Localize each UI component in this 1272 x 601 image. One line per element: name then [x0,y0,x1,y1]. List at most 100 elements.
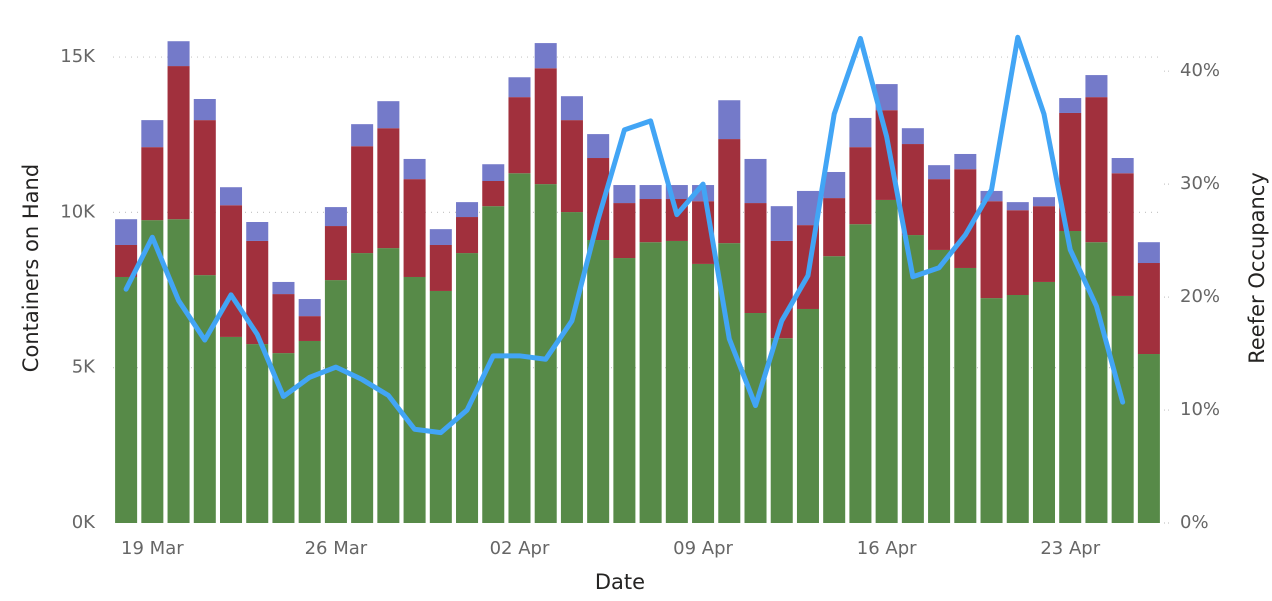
bar-segment [639,242,662,523]
bar-segment [219,336,243,523]
bar-segment [796,190,819,226]
bar-segment [508,97,531,174]
bar-segment [1137,242,1160,264]
bar-segment [167,41,190,67]
bar-segment [456,253,479,523]
bar-segment [613,258,636,523]
bar-segment [193,98,216,121]
bar-segment [587,240,610,523]
bar-segment [219,205,243,337]
bar-segment [1059,98,1082,113]
bar-segment [692,263,715,523]
y2-tick-label: 30% [1180,173,1220,194]
bar-segment [456,202,479,218]
bar-segment [849,224,872,523]
bar-segment [246,240,269,345]
bar-segment [429,244,452,291]
y-tick-label: 10K [60,201,96,222]
x-tick-label: 09 Apr [673,538,733,559]
bar-segment [351,253,374,523]
bar-segment [351,146,374,254]
bar-segment [875,199,898,523]
bar-segment [272,281,295,295]
bar-segment [1059,231,1082,523]
bar-segment [377,248,400,524]
bar-segment [849,117,872,148]
bar-segment [1137,263,1160,355]
bar-segment [849,147,872,225]
line [123,34,1126,436]
bar-segment [587,158,610,241]
x-tick-label: 26 Mar [305,538,368,559]
bar-segment [980,190,1003,202]
bar-segment [403,179,426,277]
y2-tick-label: 10% [1180,399,1220,420]
y2-axis-title: Reefer Occupancy [1245,172,1269,364]
bar-segment [298,340,321,523]
bar-segment [482,164,505,182]
bar-segment [928,165,951,180]
bar-segment [560,212,583,523]
bar-segment [403,276,426,523]
bar-segment [115,276,138,523]
bar-segment [272,294,295,354]
bar-segment [980,298,1003,523]
bar-segment [901,144,924,236]
y-tick-label: 15K [60,46,96,67]
bar-segment [534,184,557,523]
bar-segment [980,201,1003,299]
bar-segment [744,313,767,523]
bar-segment [823,171,846,199]
bar-segment [1006,210,1029,296]
bar-segment [1032,281,1056,523]
x-axis-title: Date [595,570,645,594]
bar-segment [770,338,793,523]
bar-segment [429,290,452,523]
bar-segment [770,206,793,241]
bar-segment [115,219,138,245]
bar-segment [403,158,426,180]
bar-segment [324,207,347,227]
bar-segment [167,219,190,524]
bar-segment [560,120,583,213]
bar-segment [482,181,505,207]
y2-tick-label: 40% [1180,60,1220,81]
bar-segment [324,226,347,281]
bar-segment [115,244,138,277]
bar-segment [560,96,583,121]
bar-segment [351,124,374,147]
x-tick-label: 02 Apr [490,538,550,559]
bar-segment [1111,158,1134,174]
bar-segment [1085,242,1108,523]
bar-segment [246,344,269,523]
bar-segment [429,229,452,245]
bar-segment [954,267,977,523]
bar-segment [639,185,662,200]
bar-segment [928,249,951,523]
bar-segment [954,153,977,170]
bar-segment [1111,295,1134,523]
bar-segment [167,66,190,220]
bar-segment [1085,75,1108,98]
bar-segment [718,100,741,140]
bar-segment [718,139,741,244]
bar-segment [901,235,924,523]
bar-segment [508,77,531,98]
bar-segment [1032,206,1056,282]
bar-segment [613,185,636,204]
bar-segment [1006,202,1029,211]
bar-segment [508,173,531,523]
bar-segment [1059,112,1082,232]
bar-segment [744,158,767,204]
bar-segment [1137,354,1160,523]
bar-segment [901,128,924,145]
bar-segment [928,179,951,250]
bar-segment [1032,197,1056,207]
y-axis-title: Containers on Hand [19,164,43,372]
bar-segment [193,120,216,276]
bar-segment [456,217,479,254]
y-tick-label: 0K [72,512,96,533]
y2-tick-label: 0% [1180,512,1209,533]
bar-segment [377,128,400,249]
